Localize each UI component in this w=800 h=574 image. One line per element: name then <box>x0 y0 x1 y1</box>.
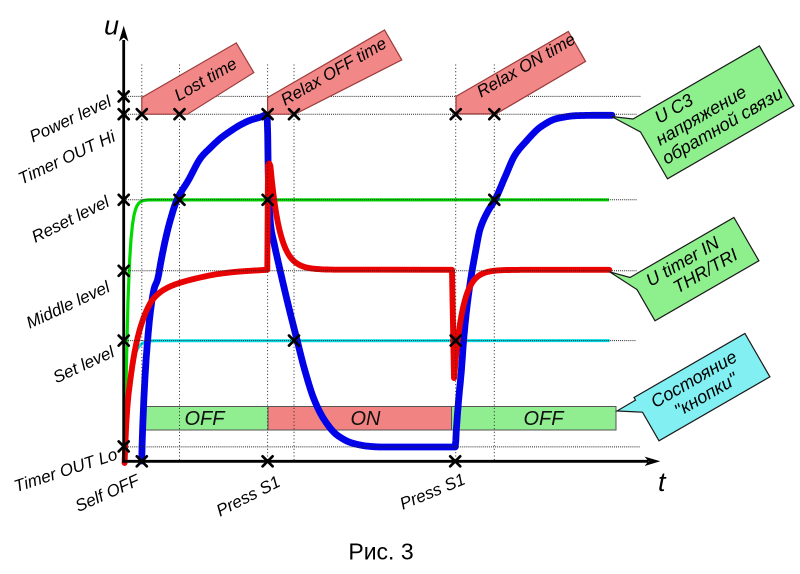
svg-text:Рис. 3: Рис. 3 <box>348 539 413 565</box>
svg-text:OFF: OFF <box>524 408 566 430</box>
svg-text:u: u <box>104 11 119 41</box>
svg-text:ON: ON <box>351 408 382 430</box>
svg-text:OFF: OFF <box>185 408 227 430</box>
svg-text:t: t <box>658 467 667 497</box>
